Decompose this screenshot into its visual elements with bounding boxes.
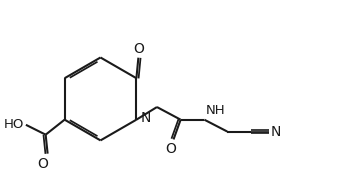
Text: HO: HO	[3, 118, 24, 131]
Text: O: O	[37, 157, 48, 171]
Text: O: O	[133, 42, 144, 56]
Text: O: O	[166, 142, 176, 156]
Text: N: N	[271, 124, 281, 139]
Text: NH: NH	[206, 104, 226, 117]
Text: N: N	[140, 112, 151, 125]
